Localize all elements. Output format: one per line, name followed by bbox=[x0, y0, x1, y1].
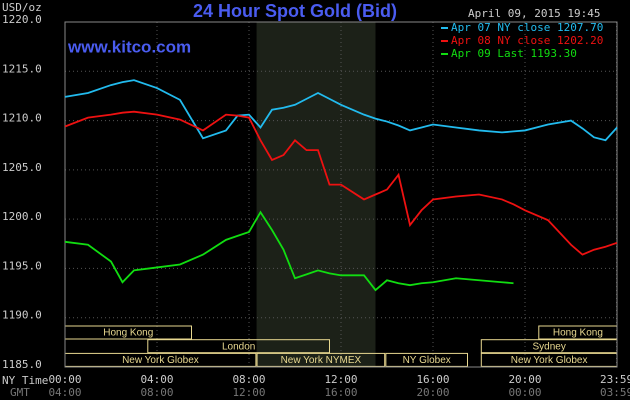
x-tick-label: 23:59 bbox=[600, 373, 630, 386]
gmt-row-label: GMT bbox=[10, 386, 30, 399]
gmt-tick-label: 00:00 bbox=[508, 386, 541, 399]
y-tick-label: 1215.0 bbox=[2, 62, 42, 75]
series-line bbox=[64, 110, 618, 256]
y-tick-label: 1200.0 bbox=[2, 210, 42, 223]
legend-label: Apr 09 Last 1193.30 bbox=[451, 47, 577, 60]
gmt-tick-label: 20:00 bbox=[416, 386, 449, 399]
y-tick-label: 1195.0 bbox=[2, 259, 42, 272]
gmt-tick-label: 08:00 bbox=[140, 386, 173, 399]
session-box bbox=[147, 339, 330, 354]
x-tick-label: 16:00 bbox=[416, 373, 449, 386]
x-tick-label: 20:00 bbox=[508, 373, 541, 386]
session-label: New York NYMEX bbox=[281, 355, 362, 366]
y-axis-label: USD/oz bbox=[2, 1, 42, 14]
x-tick-label: 04:00 bbox=[140, 373, 173, 386]
legend-label: Apr 08 NY close 1202.20 bbox=[451, 34, 603, 47]
y-tick-label: 1210.0 bbox=[2, 112, 42, 125]
chart-title: 24 Hour Spot Gold (Bid) bbox=[193, 1, 397, 21]
gmt-tick-label: 12:00 bbox=[232, 386, 265, 399]
x-row-label: NY Time bbox=[2, 374, 48, 387]
session-label: London bbox=[222, 341, 255, 352]
session-label: New York Globex bbox=[122, 355, 199, 366]
series-line bbox=[64, 210, 514, 292]
gmt-tick-label: 16:00 bbox=[324, 386, 357, 399]
watermark: www.kitco.com bbox=[67, 37, 191, 56]
session-label: Hong Kong bbox=[553, 328, 603, 339]
y-tick-label: 1220.0 bbox=[2, 13, 42, 26]
y-tick-label: 1190.0 bbox=[2, 309, 42, 322]
session-label: Sydney bbox=[532, 341, 565, 352]
timestamp: April 09, 2015 19:45 bbox=[468, 7, 600, 20]
legend-label: Apr 07 NY close 1207.70 bbox=[451, 21, 603, 34]
session-label: NY Globex bbox=[403, 355, 451, 366]
x-tick-label: 12:00 bbox=[324, 373, 357, 386]
session-label: Hong Kong bbox=[103, 328, 153, 339]
y-tick-label: 1185.0 bbox=[2, 358, 42, 371]
plot-frame bbox=[64, 21, 618, 368]
session-box bbox=[385, 352, 469, 367]
x-tick-label: 08:00 bbox=[232, 373, 265, 386]
session-label: New York Globex bbox=[511, 355, 588, 366]
gmt-tick-label: 04:00 bbox=[48, 386, 81, 399]
session-box bbox=[256, 352, 386, 367]
y-tick-label: 1205.0 bbox=[2, 161, 42, 174]
x-tick-label: 00:00 bbox=[48, 373, 81, 386]
series-line bbox=[64, 79, 618, 142]
gmt-tick-label: 03:59 bbox=[600, 386, 630, 399]
